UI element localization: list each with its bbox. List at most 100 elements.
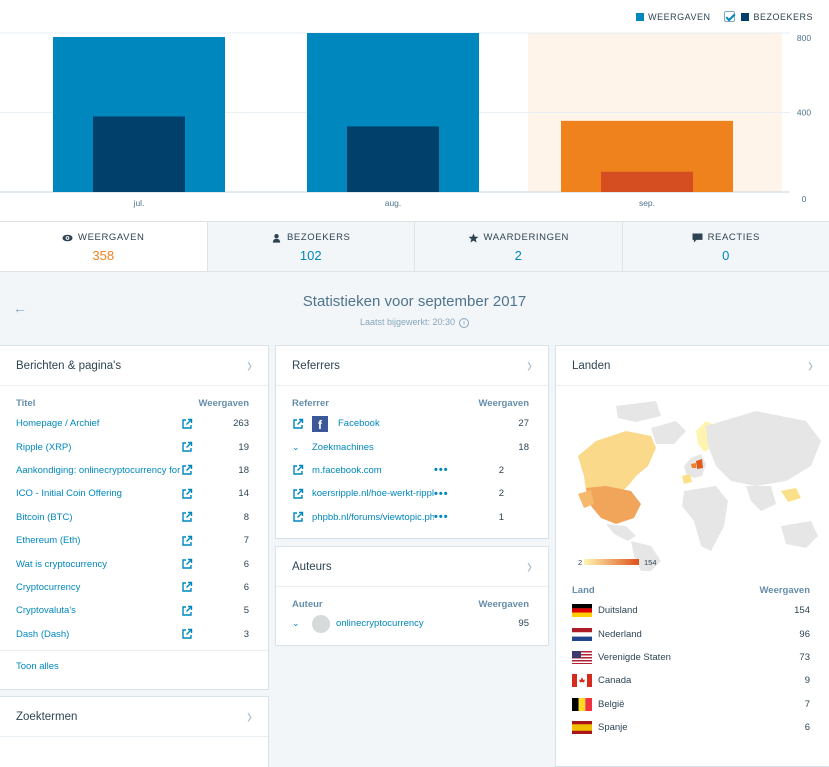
period-header: ← Statistieken voor september 2017 Laats…: [0, 272, 829, 344]
col-views: Weergaven: [478, 398, 529, 409]
show-all-link[interactable]: Toon alles: [0, 650, 268, 682]
external-link-icon[interactable]: [292, 488, 304, 500]
scale-min-label: 2: [578, 558, 582, 567]
col-country: Land: [572, 585, 595, 596]
list-item[interactable]: Dash (Dash)3: [0, 623, 268, 646]
external-link-icon[interactable]: [181, 464, 193, 476]
post-title[interactable]: Ethereum (Eth): [16, 535, 181, 546]
list-item[interactable]: Ripple (XRP)19: [0, 435, 268, 458]
referrer-views: 18: [489, 442, 529, 453]
referrers-card-header[interactable]: Referrers ›: [276, 346, 548, 386]
tab-views-label: WEERGAVEN: [78, 232, 144, 243]
list-item[interactable]: phpbb.nl/forums/viewtopic.php•••1: [276, 506, 548, 529]
chevron-right-icon[interactable]: ›: [527, 354, 532, 378]
referrer-views: 2: [464, 488, 504, 499]
post-title[interactable]: Homepage / Archief: [16, 418, 181, 429]
authors-card-header[interactable]: Auteurs ›: [276, 547, 548, 587]
country-name: Duitsland: [598, 605, 770, 616]
list-item[interactable]: m.facebook.com•••2: [276, 459, 548, 482]
external-link-icon[interactable]: [181, 581, 193, 593]
chevron-right-icon[interactable]: ›: [247, 354, 252, 378]
post-title[interactable]: Wat is cryptocurrency: [16, 559, 181, 570]
countries-column-header: Land Weergaven: [556, 573, 829, 596]
external-link-icon[interactable]: [292, 418, 304, 430]
tab-likes[interactable]: WAARDERINGEN 2: [414, 222, 622, 271]
chevron-right-icon[interactable]: ›: [247, 705, 252, 729]
list-item[interactable]: koersripple.nl/hoe-werkt-ripple•••2: [276, 482, 548, 505]
external-link-icon[interactable]: [292, 464, 304, 476]
referrer-label[interactable]: phpbb.nl/forums/viewtopic.php: [312, 512, 434, 523]
facebook-icon: f: [312, 416, 328, 432]
more-icon[interactable]: •••: [434, 511, 464, 523]
referrer-label[interactable]: koersripple.nl/hoe-werkt-ripple: [312, 488, 434, 499]
referrer-label[interactable]: m.facebook.com: [312, 465, 434, 476]
col-referrer: Referrer: [292, 398, 329, 409]
country-name: Canada: [598, 675, 770, 686]
tab-comments-value: 0: [623, 248, 829, 263]
external-link-icon[interactable]: [181, 558, 193, 570]
external-link-icon[interactable]: [181, 511, 193, 523]
visitors-checkbox[interactable]: [724, 11, 735, 22]
post-title[interactable]: ICO - Initial Coin Offering: [16, 488, 181, 499]
external-link-icon[interactable]: [181, 418, 193, 430]
post-title[interactable]: Ripple (XRP): [16, 442, 181, 453]
list-item[interactable]: Cryptocurrency 6: [0, 576, 268, 599]
external-link-icon[interactable]: [181, 441, 193, 453]
info-icon[interactable]: i: [459, 318, 469, 328]
post-title[interactable]: Cryptovaluta's: [16, 605, 181, 616]
post-title[interactable]: Dash (Dash): [16, 629, 181, 640]
chevron-right-icon[interactable]: ›: [527, 555, 532, 579]
chevron-down-icon[interactable]: ⌄: [292, 618, 304, 629]
posts-card-header[interactable]: Berichten & pagina's ›: [0, 346, 268, 386]
referrer-label[interactable]: Zoekmachines: [312, 442, 489, 453]
flag-icon: [572, 698, 592, 711]
post-views: 7: [201, 535, 249, 546]
post-views: 6: [201, 582, 249, 593]
visitors-swatch: [741, 13, 749, 21]
list-item[interactable]: Ethereum (Eth) 7: [0, 529, 268, 552]
tab-comments[interactable]: REACTIES 0: [622, 222, 829, 271]
external-link-icon[interactable]: [292, 511, 304, 523]
external-link-icon[interactable]: [181, 628, 193, 640]
legend-views-label: WEERGAVEN: [648, 12, 710, 22]
post-title[interactable]: Cryptocurrency: [16, 582, 181, 593]
chevron-right-icon[interactable]: ›: [808, 354, 813, 378]
authors-card: Auteurs › Auteur Weergaven ⌄ onlinecrypt…: [276, 547, 548, 645]
tab-visitors[interactable]: BEZOEKERS 102: [207, 222, 415, 271]
tab-views[interactable]: WEERGAVEN 358: [0, 222, 207, 271]
more-icon[interactable]: •••: [434, 488, 464, 500]
more-icon[interactable]: •••: [434, 464, 464, 476]
legend-visitors-label: BEZOEKERS: [753, 12, 813, 22]
post-title[interactable]: Bitcoin (BTC): [16, 512, 181, 523]
flag-icon: [572, 721, 592, 734]
author-row[interactable]: ⌄ onlinecryptocurrency 95: [276, 612, 548, 635]
external-link-icon[interactable]: [181, 605, 193, 617]
legend-visitors[interactable]: BEZOEKERS: [724, 11, 813, 22]
country-name: België: [598, 699, 770, 710]
search-terms-header[interactable]: Zoektermen ›: [0, 697, 268, 737]
post-title[interactable]: Aankondiging: onlinecryptocurrency for: [16, 465, 181, 476]
list-item[interactable]: Bitcoin (BTC)8: [0, 506, 268, 529]
external-link-icon[interactable]: [181, 535, 193, 547]
flag-icon: [572, 674, 592, 687]
views-swatch: [636, 13, 644, 21]
external-link-icon[interactable]: [181, 488, 193, 500]
referrer-label[interactable]: Facebook: [338, 418, 489, 429]
flag-icon: [572, 604, 592, 617]
chevron-down-icon[interactable]: ⌄: [292, 442, 304, 453]
countries-card-header[interactable]: Landen ›: [556, 346, 829, 386]
x-tick-label: aug.: [385, 198, 402, 208]
